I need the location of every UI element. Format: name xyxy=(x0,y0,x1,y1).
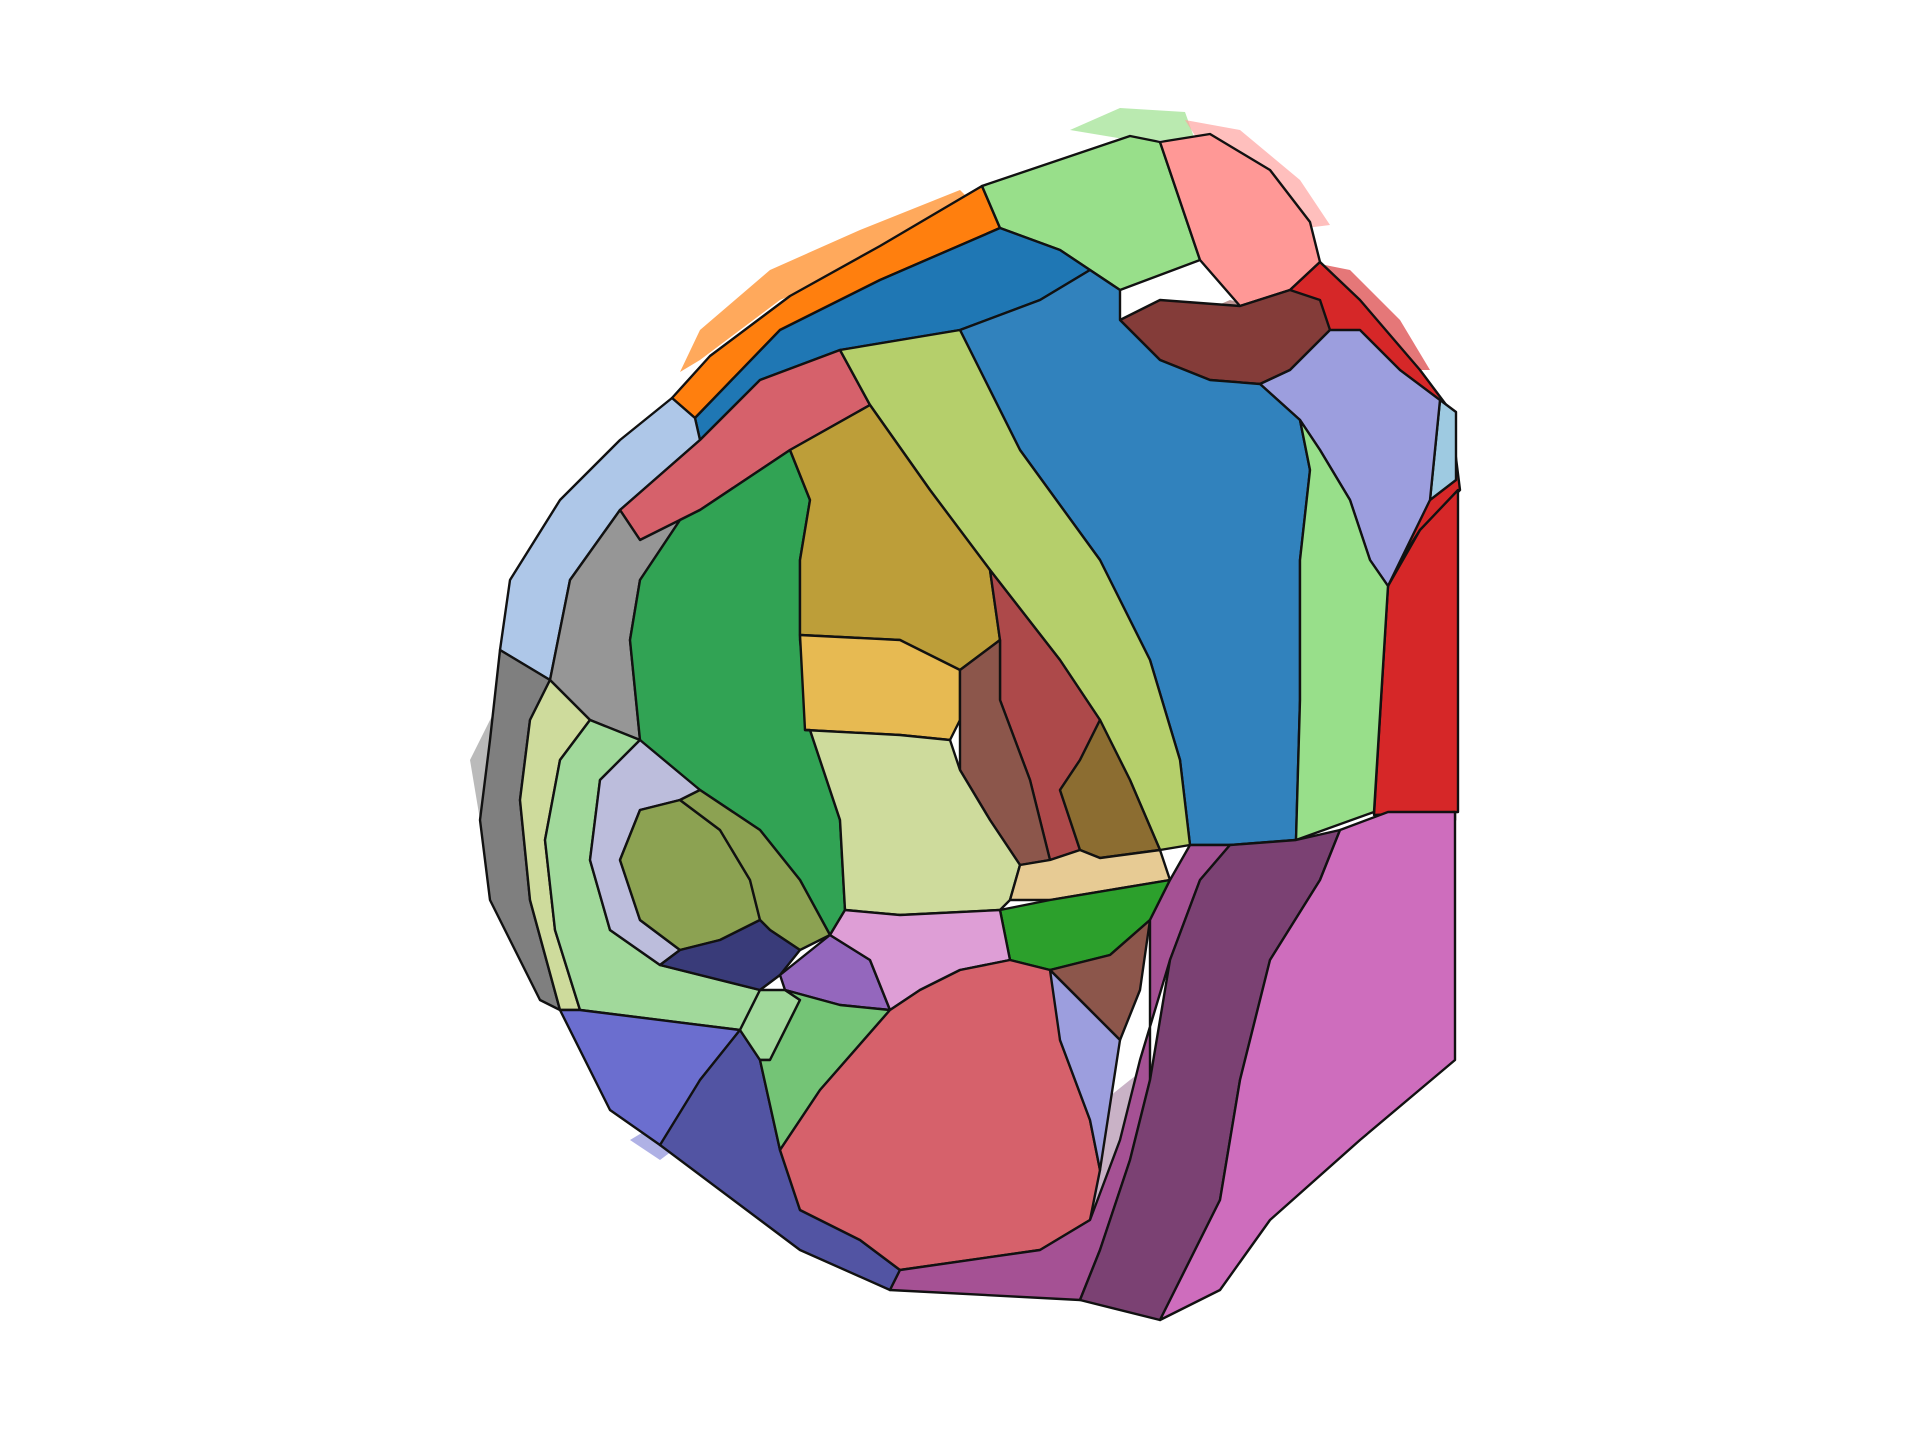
scatter-cloud-lightgreen xyxy=(1070,108,1195,140)
region-r26 xyxy=(658,918,802,992)
region-r20 xyxy=(1008,848,1172,902)
region-r08b xyxy=(1048,968,1122,1172)
regions xyxy=(478,132,1462,1322)
region-r02b xyxy=(1294,418,1390,842)
region-r34 xyxy=(1158,810,1457,1322)
